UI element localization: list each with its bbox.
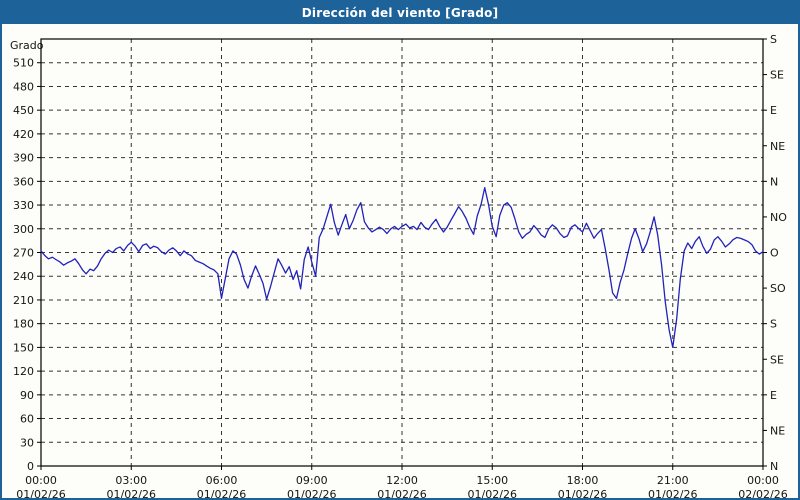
x-tick-label-time: 12:00 (386, 474, 418, 487)
y-tick-label-right-compass: O (770, 247, 779, 260)
y-tick-label-right-compass: E (770, 389, 777, 402)
y-axis-caption-group: Grado (10, 39, 44, 52)
window-title-bar: Dirección del viento [Grado] (2, 2, 798, 24)
y-tick-label-right-compass: S (770, 33, 777, 46)
y-tick-label-right-compass: S (770, 318, 777, 331)
y-tick-label-left: 390 (13, 152, 34, 165)
y-axis-right-ticks: N NE E SE S SO O NO N NE E SE S (763, 33, 787, 473)
y-tick-label-left: 30 (20, 436, 34, 449)
y-tick-label-right-compass: NE (770, 140, 785, 153)
x-tick-label-date: 01/02/26 (648, 488, 697, 498)
y-tick-label-right-compass: NO (770, 211, 787, 224)
y-tick-label-left: 480 (13, 80, 34, 93)
chart-canvas: Grado 0 30 60 90 120 150 180 210 240 270 300 330 360… (2, 24, 798, 498)
x-tick-label-date: 01/02/26 (287, 488, 336, 498)
x-tick-label-time: 00:00 (747, 474, 779, 487)
x-tick-label-date: 01/02/26 (107, 488, 156, 498)
y-tick-label-left: 120 (13, 365, 34, 378)
y-tick-label-left: 150 (13, 341, 34, 354)
y-axis-left-ticks: 0 30 60 90 120 150 180 210 240 270 300 330 360 390 420… (13, 57, 41, 473)
y-tick-label-right-compass: N (770, 175, 778, 188)
y-tick-label-left: 0 (27, 460, 34, 473)
y-tick-label-right-compass: SE (770, 353, 784, 366)
gridlines (41, 39, 763, 466)
chart-background (2, 24, 798, 498)
y-tick-label-left: 510 (13, 57, 34, 70)
x-tick-label-time: 03:00 (115, 474, 147, 487)
y-tick-label-left: 240 (13, 270, 34, 283)
y-tick-label-left: 90 (20, 389, 34, 402)
window-title-text: Dirección del viento [Grado] (301, 6, 499, 20)
wind-direction-line-chart: Grado 0 30 60 90 120 150 180 210 240 270 300 330 360… (2, 24, 798, 498)
x-tick-label-time: 21:00 (657, 474, 689, 487)
y-tick-label-left: 360 (13, 175, 34, 188)
y-tick-label-right-compass: NE (770, 424, 785, 437)
x-tick-label-time: 06:00 (206, 474, 238, 487)
x-tick-label-time: 09:00 (296, 474, 328, 487)
x-tick-label-date: 01/02/26 (16, 488, 65, 498)
x-tick-label-date: 01/02/26 (468, 488, 517, 498)
x-axis-ticks: 00:0001/02/2603:0001/02/2606:0001/02/260… (16, 466, 788, 498)
y-tick-label-left: 60 (20, 413, 34, 426)
x-tick-label-date: 01/02/26 (377, 488, 426, 498)
y-tick-label-left: 450 (13, 104, 34, 117)
y-tick-label-left: 210 (13, 294, 34, 307)
y-tick-label-right-compass: N (770, 460, 778, 473)
x-tick-label-date: 02/02/26 (738, 488, 787, 498)
y-tick-label-right-compass: SO (770, 282, 786, 295)
data-series-group (40, 187, 764, 349)
x-tick-label-time: 00:00 (25, 474, 57, 487)
x-tick-label-date: 01/02/26 (558, 488, 607, 498)
y-tick-label-right-compass: SE (770, 69, 784, 82)
x-tick-label-time: 18:00 (567, 474, 599, 487)
y-tick-label-left: 180 (13, 318, 34, 331)
y-tick-label-right-compass: E (770, 104, 777, 117)
series-line-wind-direction (40, 187, 764, 349)
x-tick-label-time: 15:00 (476, 474, 508, 487)
y-tick-label-left: 270 (13, 247, 34, 260)
y-axis-caption: Grado (10, 39, 44, 52)
y-tick-label-left: 300 (13, 223, 34, 236)
x-tick-label-date: 01/02/26 (197, 488, 246, 498)
y-tick-label-left: 330 (13, 199, 34, 212)
y-tick-label-left: 420 (13, 128, 34, 141)
